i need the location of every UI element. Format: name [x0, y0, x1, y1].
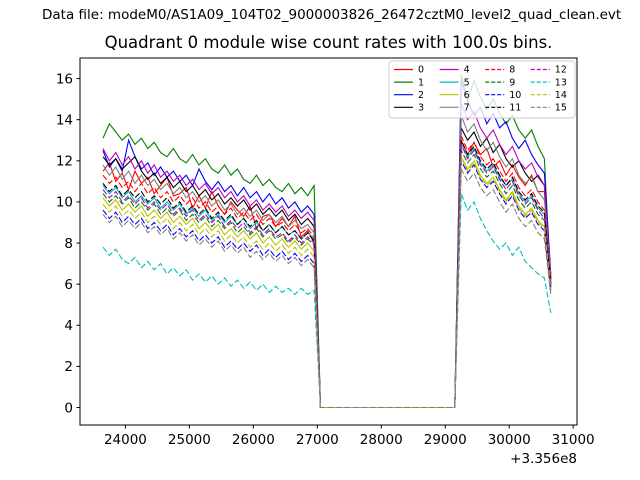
series-line-14: [102, 156, 552, 409]
legend-entry-10: 10: [485, 90, 521, 101]
series-line-0: [102, 139, 552, 409]
series-line-10: [102, 158, 552, 409]
y-tick-label: 16: [56, 71, 73, 87]
legend-entry-9: 9: [485, 77, 515, 88]
series-line-2: [102, 80, 552, 409]
legend-entry-15: 15: [530, 103, 567, 114]
legend-entry-7: 7: [439, 103, 470, 114]
datafile-label: Data file: modeM0/AS1A09_104T02_90000038…: [42, 7, 622, 23]
legend-label: 12: [555, 65, 567, 76]
legend-entry-6: 6: [439, 90, 470, 101]
legend-entry-5: 5: [439, 77, 470, 88]
y-tick-label: 8: [64, 236, 73, 252]
legend-label: 15: [555, 103, 567, 114]
legend-label: 10: [509, 90, 521, 101]
series-line-13: [102, 193, 552, 409]
legend-entry-13: 13: [530, 77, 567, 88]
series-line-6: [102, 156, 552, 409]
legend-box: [388, 60, 576, 119]
chart-title: Quadrant 0 module wise count rates with …: [104, 33, 553, 52]
series-line-1: [102, 74, 552, 409]
legend-label: 14: [555, 90, 567, 101]
legend-label: 3: [418, 103, 424, 114]
y-tick-label: 10: [56, 195, 73, 211]
axes-frame: [79, 57, 578, 426]
x-tick-label: 27000: [296, 432, 339, 448]
x-tick-label: 28000: [360, 432, 403, 448]
y-tick-label: 0: [64, 400, 73, 416]
legend-label: 11: [509, 103, 521, 114]
legend-entry-1: 1: [394, 77, 424, 88]
legend-entry-8: 8: [485, 65, 515, 76]
x-tick-label: 25000: [168, 432, 211, 448]
legend-entry-14: 14: [530, 90, 567, 101]
series-lines: [102, 74, 552, 409]
series-line-7: [102, 115, 552, 409]
x-tick-label: 26000: [232, 432, 275, 448]
legend-label: 8: [509, 65, 515, 76]
legend-entry-12: 12: [530, 65, 567, 76]
legend-label: 13: [555, 77, 567, 88]
x-axis: 24000 25000 26000 27000 28000 29000 30000 31000…: [104, 425, 595, 467]
x-tick-label: 31000: [552, 432, 595, 448]
series-line-12: [102, 144, 552, 409]
legend-label: 2: [418, 90, 424, 101]
legend-entry-2: 2: [394, 90, 424, 101]
x-tick-label: 29000: [424, 432, 467, 448]
y-axis: 0 2 4 6 8 10 12 14 16: [56, 71, 80, 416]
legend-label: 0: [418, 65, 424, 76]
x-tick-label: 24000: [104, 432, 147, 448]
legend-label: 9: [509, 77, 515, 88]
legend-entry-0: 0: [394, 65, 424, 76]
x-axis-offset-label: +3.356e8: [510, 451, 577, 467]
legend-label: 4: [464, 65, 470, 76]
legend-label: 5: [464, 77, 470, 88]
legend-label: 7: [464, 103, 470, 114]
x-tick-label: 30000: [488, 432, 531, 448]
series-line-5: [102, 144, 552, 409]
legend-entry-11: 11: [485, 103, 521, 114]
legend-entry-3: 3: [394, 103, 424, 114]
y-tick-label: 4: [64, 318, 73, 334]
legend-label: 6: [464, 90, 470, 101]
y-tick-label: 2: [64, 359, 73, 375]
legend-label: 1: [418, 77, 424, 88]
series-line-15: [102, 168, 552, 409]
y-tick-label: 12: [56, 154, 73, 170]
y-tick-label: 14: [56, 112, 73, 128]
legend-entry-4: 4: [439, 65, 470, 76]
series-line-4: [102, 103, 552, 409]
series-line-11: [102, 139, 552, 409]
y-tick-label: 6: [64, 277, 73, 293]
